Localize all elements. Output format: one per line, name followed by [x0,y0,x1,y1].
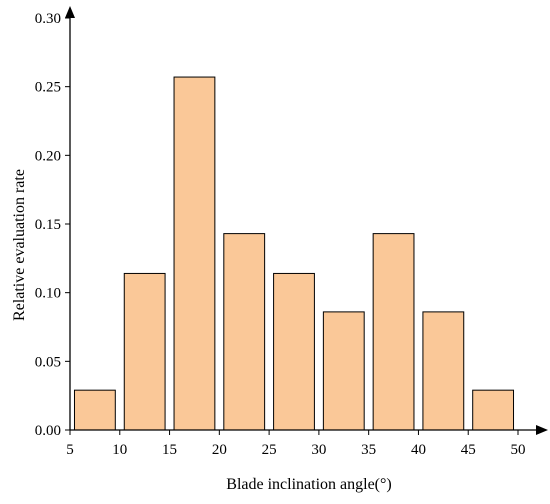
bar-45-50 [472,389,515,431]
y-tick-label-0.10: 0.10 [35,286,61,302]
y-axis-title: Relative evaluation rate [11,169,28,321]
y-ticks-group: 0.00 0.05 0.10 0.15 0.20 0.25 0.30 [35,11,70,439]
x-ticks-group: 5 10 15 20 25 30 35 40 45 50 [66,430,526,458]
bar-20-25 [223,233,266,431]
y-tick-label-0.15: 0.15 [35,217,61,233]
x-tick-label-5: 5 [66,442,74,458]
x-tick-label-50: 50 [511,442,526,458]
x-tick-label-35: 35 [361,442,376,458]
x-tick-label-10: 10 [112,442,127,458]
bar-5-10 [73,389,116,431]
bar-30-35 [322,311,365,431]
bar-25-30 [273,272,315,431]
bar-40-45 [422,311,465,431]
x-tick-label-30: 30 [311,442,326,458]
x-tick-label-40: 40 [411,442,426,458]
axes-group [65,6,548,435]
x-axis-arrow [536,425,548,435]
x-axis-title: Blade inclination angle(°) [226,476,391,493]
x-tick-label-45: 45 [461,442,476,458]
x-tick-label-25: 25 [262,442,277,458]
bar-10-15 [123,272,166,431]
y-tick-label-0.30: 0.30 [35,11,61,27]
y-tick-label-0.25: 0.25 [35,80,61,96]
y-tick-label-0.20: 0.20 [35,148,61,164]
y-tick-label-0.00: 0.00 [35,423,61,439]
bars-group [73,76,515,431]
y-axis-arrow [65,6,75,18]
x-tick-label-20: 20 [212,442,227,458]
bar-35-40 [372,233,415,431]
y-tick-label-0.05: 0.05 [35,354,61,370]
x-tick-label-15: 15 [162,442,177,458]
bar-15-20 [173,76,216,431]
